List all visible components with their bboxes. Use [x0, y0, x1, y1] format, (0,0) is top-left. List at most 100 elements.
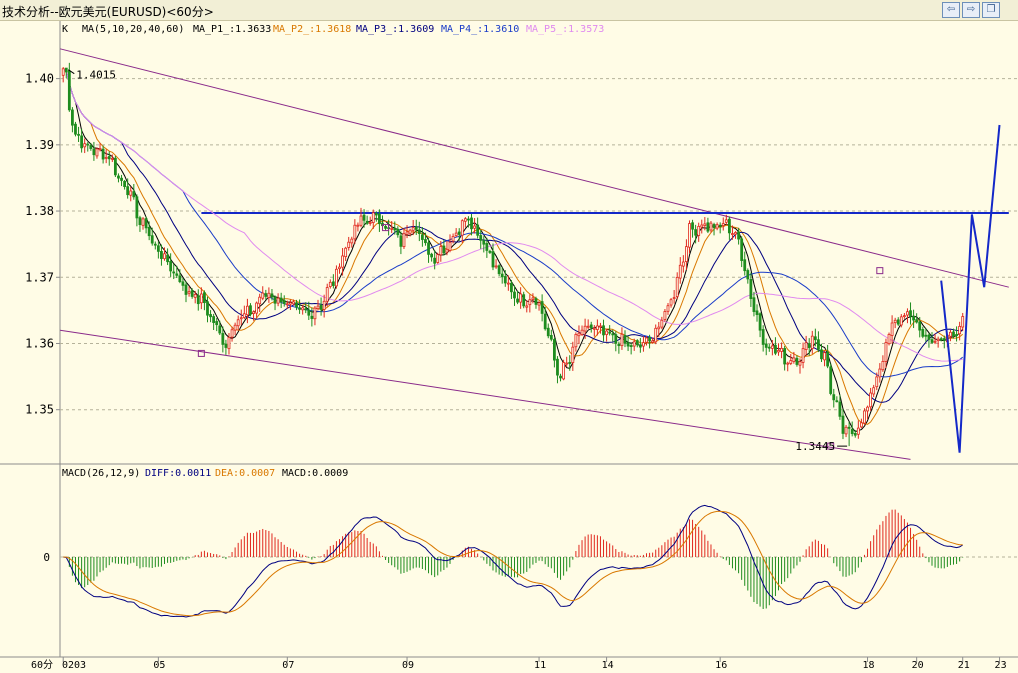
candle-body	[807, 343, 811, 349]
ma-legend-p1: MA_P1_:1.3633	[193, 24, 271, 35]
forecast-path	[940, 124, 1001, 453]
candle-body	[651, 340, 655, 343]
ma-legend-p3: MA_P3_:1.3609	[356, 24, 434, 35]
candle-body	[341, 255, 344, 268]
candle-body	[915, 319, 919, 323]
candle-body	[540, 301, 544, 314]
candle-body	[436, 254, 440, 263]
candle-body	[731, 233, 734, 235]
candle-body	[770, 345, 774, 349]
candle-body	[694, 229, 698, 236]
candle-body	[626, 342, 630, 347]
candle-body	[961, 316, 965, 328]
candle-body	[589, 324, 593, 328]
candle-body	[804, 342, 808, 350]
candle-body	[810, 335, 814, 349]
candle-body	[494, 265, 498, 268]
candle-body	[470, 217, 473, 230]
candle-body	[856, 427, 860, 435]
candle-body	[414, 226, 418, 230]
candle-body	[912, 316, 915, 321]
macd-zero-label: 0	[43, 551, 50, 564]
candle-body	[764, 343, 768, 348]
candle-body	[101, 148, 105, 160]
candle-body	[233, 324, 237, 331]
candle-body	[623, 335, 627, 344]
candle-body	[482, 240, 486, 245]
candle-body	[384, 226, 387, 229]
candle-body	[141, 218, 145, 226]
candle-body	[525, 305, 529, 308]
candle-body	[820, 349, 823, 360]
candle-body	[132, 191, 136, 198]
candle-body	[402, 233, 406, 248]
candle-body	[181, 281, 185, 286]
candle-body	[316, 305, 320, 310]
price-tick-label: 1.38	[25, 204, 54, 218]
next-button[interactable]: ⇨	[962, 2, 980, 18]
candle-body	[721, 223, 725, 226]
candle-body	[304, 308, 308, 311]
candle-body	[645, 337, 648, 343]
candle-body	[144, 218, 148, 229]
candle-body	[193, 294, 197, 298]
candle-body	[322, 300, 326, 310]
candle-body	[230, 329, 234, 338]
candle-body	[374, 213, 378, 216]
candle-body	[605, 330, 608, 335]
candle-body	[187, 291, 191, 294]
candle-body	[746, 270, 750, 280]
candle-body	[543, 313, 547, 330]
candle-body	[685, 246, 688, 262]
candle-body	[86, 143, 90, 146]
candle-body	[417, 229, 421, 234]
candle-body	[227, 337, 231, 350]
candle-body	[958, 325, 962, 335]
candle-body	[288, 302, 292, 305]
candle-body	[129, 190, 133, 196]
candle-body	[209, 314, 212, 318]
restore-button[interactable]: ❐	[982, 2, 1000, 18]
candle-body	[126, 186, 130, 196]
candle-body	[160, 251, 163, 259]
candle-body	[292, 301, 295, 305]
candle-body	[120, 177, 123, 181]
candle-body	[939, 338, 943, 341]
candle-body	[620, 333, 624, 347]
candlestick-series	[61, 62, 965, 447]
candle-body	[660, 319, 664, 328]
candle-body	[767, 346, 771, 349]
candle-body	[559, 375, 562, 379]
prev-button[interactable]: ⇦	[942, 2, 960, 18]
candle-body	[786, 362, 790, 365]
candle-body	[199, 293, 203, 304]
candle-body	[497, 265, 501, 275]
candle-body	[727, 218, 731, 234]
candle-body	[921, 329, 925, 337]
candle-body	[325, 287, 329, 302]
ma-legend-p2: MA_P2_:1.3618	[273, 24, 351, 35]
candle-body	[654, 327, 658, 343]
ma-line-10	[62, 68, 964, 425]
low-label: 1.3445	[795, 440, 835, 453]
candle-body	[755, 310, 759, 315]
macd-legend-diff: DIFF:0.0011	[145, 468, 211, 479]
candle-body	[476, 224, 480, 236]
ma-legend-p4: MA_P4_:1.3610	[441, 24, 519, 35]
candle-body	[850, 429, 854, 435]
time-tick-label: 09	[402, 660, 414, 671]
candle-body	[313, 307, 317, 320]
candle-body	[642, 342, 645, 347]
candle-body	[826, 351, 830, 367]
chart-svg[interactable]: 1.35 1.36 1.37 1.38 1.39 1.40 K MA(5,10,20,40…	[0, 21, 1018, 673]
period-label: 60分	[31, 659, 53, 671]
upper-channel-line	[59, 48, 1009, 288]
candle-body	[135, 196, 139, 219]
candle-body	[519, 293, 523, 303]
time-tick-label: 16	[715, 660, 727, 671]
candle-body	[310, 315, 314, 319]
candle-body	[902, 315, 906, 318]
candle-body	[949, 331, 952, 337]
candle-body	[147, 227, 151, 237]
candle-body	[761, 329, 765, 345]
